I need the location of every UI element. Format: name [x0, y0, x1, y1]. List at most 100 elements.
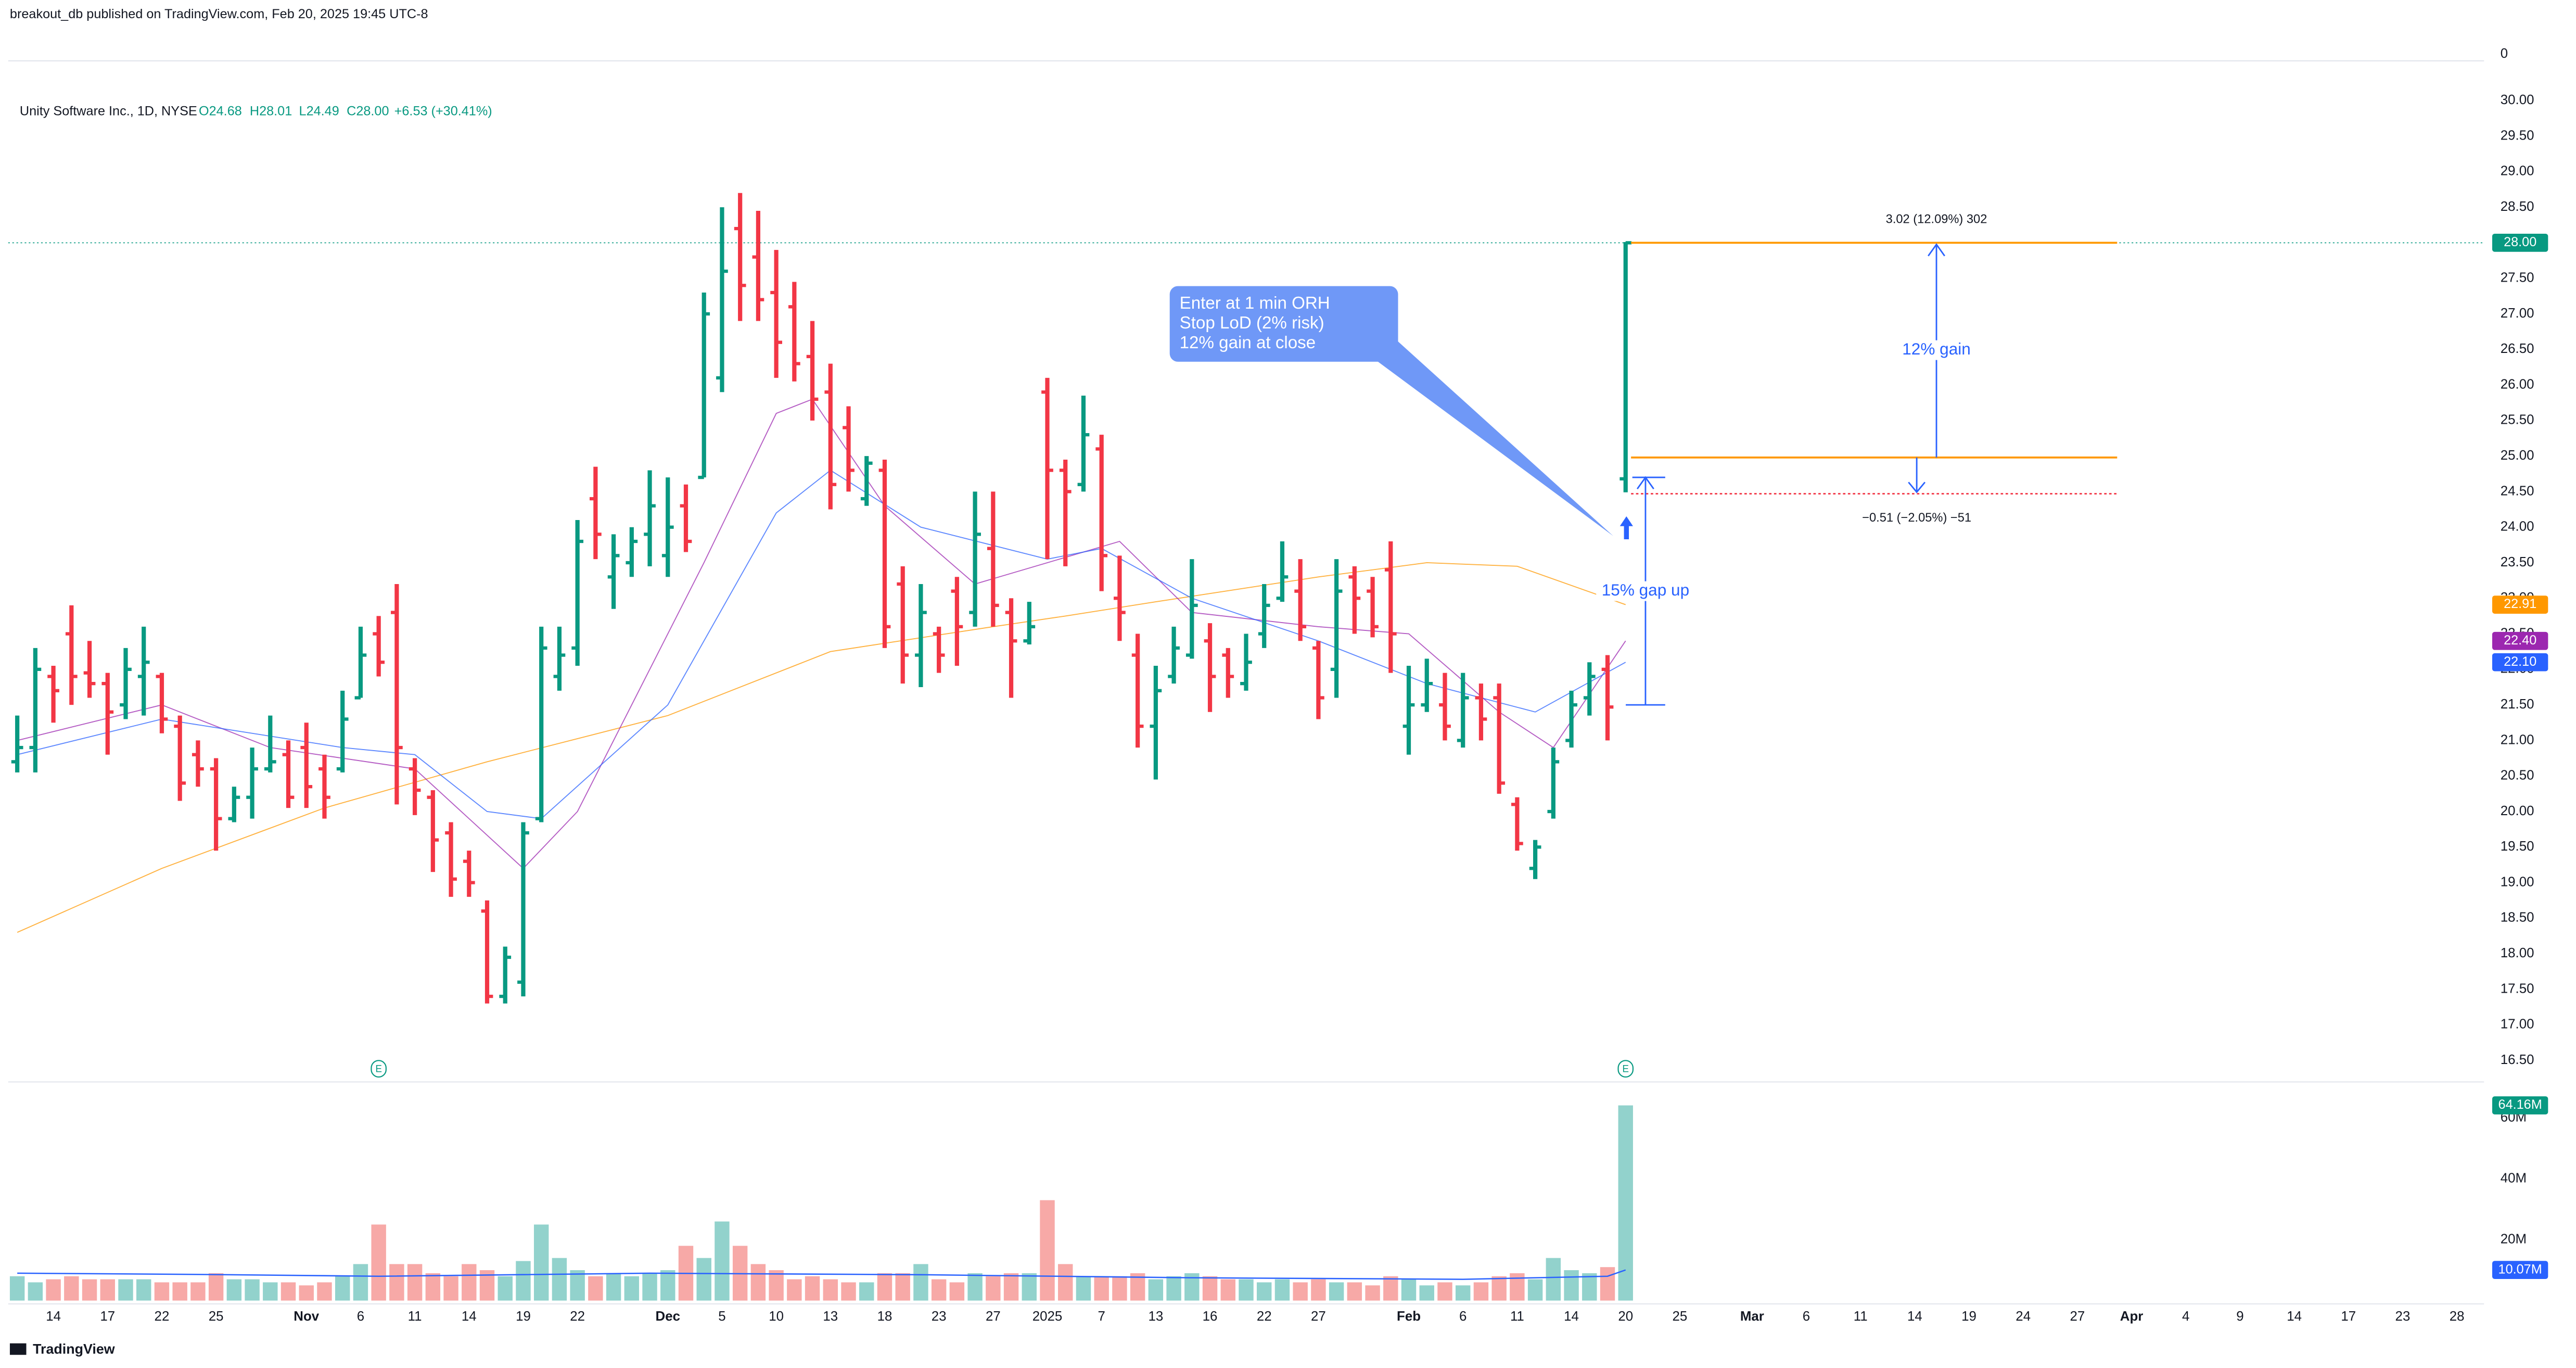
- ohlc-bar: [1131, 634, 1144, 748]
- x-tick-label: 6: [1459, 1309, 1466, 1324]
- ma-value-label: 22.91: [2504, 597, 2536, 611]
- ohlc-bar: [192, 740, 204, 787]
- top-pane-label: 0: [2501, 46, 2508, 61]
- volume-bar: [1112, 1276, 1127, 1301]
- volume-bar: [389, 1264, 404, 1301]
- y-tick-label: 19.00: [2501, 875, 2534, 889]
- volume-bar: [931, 1279, 947, 1301]
- volume-tick-label: 20M: [2501, 1232, 2527, 1246]
- volume-bar: [1311, 1279, 1326, 1301]
- volume-bar: [769, 1270, 784, 1301]
- ohlc-bar: [878, 459, 891, 648]
- gap-label-bg: [1596, 581, 1695, 601]
- ohlc-bar: [1493, 683, 1506, 794]
- ohlc-bar: [1059, 459, 1072, 566]
- ohlc-bar: [897, 566, 909, 684]
- volume-value-label: 64.16M: [2498, 1097, 2542, 1112]
- ohlc-bar: [210, 758, 222, 851]
- ohlc-bar: [824, 363, 837, 510]
- x-tick-label: 13: [1148, 1309, 1163, 1324]
- ohlc-bar: [1457, 673, 1469, 748]
- volume-bar: [1600, 1267, 1615, 1301]
- footer-logo: TradingView: [9, 1341, 115, 1357]
- ohlc-bar: [318, 754, 330, 819]
- earnings-label: E: [375, 1064, 382, 1075]
- x-tick-label: 14: [46, 1309, 61, 1324]
- x-tick-label: 25: [1673, 1309, 1688, 1324]
- ohlc-bar: [661, 477, 674, 577]
- volume-bar: [1094, 1276, 1109, 1301]
- volume-bar: [245, 1279, 260, 1301]
- gain-label-bg: [1895, 340, 1978, 360]
- x-tick-label: 22: [155, 1309, 170, 1324]
- x-tick-label: 4: [2182, 1309, 2189, 1324]
- volume-bar: [9, 1276, 25, 1301]
- x-tick-label: 27: [2070, 1309, 2085, 1324]
- volume-bar: [895, 1273, 910, 1301]
- ohlc-bar: [933, 626, 945, 673]
- ohlc-bar: [137, 626, 150, 716]
- volume-bar: [154, 1282, 170, 1301]
- ohlc-bar: [373, 616, 385, 677]
- ohlc-bar: [1367, 577, 1379, 638]
- y-tick-label: 16.50: [2501, 1053, 2534, 1067]
- x-tick-label: 16: [1203, 1309, 1218, 1324]
- callout-text: 12% gain at close: [1180, 333, 1316, 352]
- volume-bar: [1401, 1279, 1417, 1301]
- volume-bar: [1274, 1279, 1290, 1301]
- volume-bar: [967, 1273, 983, 1301]
- ohlc-bar: [409, 758, 421, 815]
- x-tick-label: 7: [1098, 1309, 1105, 1324]
- legend-symbol: Unity Software Inc., 1D, NYSE: [20, 104, 197, 118]
- x-tick-label: Apr: [2120, 1309, 2144, 1324]
- volume-bar: [172, 1282, 187, 1301]
- y-tick-label: 18.50: [2501, 910, 2534, 925]
- ma-value-label-bg: [2492, 596, 2548, 614]
- x-tick-label: 18: [877, 1309, 892, 1324]
- volume-bar: [1003, 1273, 1019, 1301]
- volume-bar: [82, 1279, 97, 1301]
- volume-bar: [642, 1273, 657, 1301]
- volume-bar: [1491, 1276, 1507, 1301]
- x-tick-label: 2025: [1032, 1309, 1063, 1324]
- volume-bar: [353, 1264, 368, 1301]
- x-tick-label: 22: [1257, 1309, 1272, 1324]
- volume-bar: [118, 1279, 133, 1301]
- ohlc-bar: [427, 790, 439, 872]
- volume-bar: [1022, 1273, 1037, 1301]
- x-tick-label: Mar: [1740, 1309, 1764, 1324]
- publish-note: breakout_db published on TradingView.com…: [10, 7, 428, 21]
- x-tick-label: 17: [100, 1309, 115, 1324]
- y-tick-label: 24.50: [2501, 484, 2534, 498]
- x-tick-label: 27: [1311, 1309, 1326, 1324]
- ohlc-bar: [47, 666, 59, 723]
- ohlc-bar: [29, 648, 42, 772]
- volume-ma-line: [17, 1269, 1626, 1280]
- x-tick-label: 20: [1618, 1309, 1633, 1324]
- x-tick-label: 10: [769, 1309, 784, 1324]
- volume-bar: [913, 1264, 928, 1301]
- ohlc-bar: [1005, 598, 1017, 698]
- ohlc-bar: [680, 484, 692, 552]
- volume-value-label-bg: [2492, 1096, 2548, 1114]
- y-tick-label: 23.50: [2501, 555, 2534, 569]
- ohlc-bar: [1529, 840, 1541, 879]
- callout-text: Enter at 1 min ORH: [1180, 294, 1330, 313]
- ohlc-bar: [264, 715, 276, 772]
- ma-value-label: 22.40: [2504, 633, 2536, 648]
- ohlc-bar: [1150, 666, 1162, 780]
- volume-bar: [1365, 1285, 1380, 1301]
- ohlc-bar: [951, 577, 963, 666]
- x-tick-label: 27: [986, 1309, 1001, 1324]
- volume-bar: [624, 1276, 640, 1301]
- y-tick-label: 26.50: [2501, 341, 2534, 356]
- volume-bar: [1473, 1282, 1489, 1301]
- volume-bar: [28, 1282, 43, 1301]
- x-tick-label: 6: [357, 1309, 364, 1324]
- callout-text: Stop LoD (2% risk): [1180, 313, 1324, 333]
- volume-bar: [986, 1276, 1001, 1301]
- ohlc-bar: [499, 946, 512, 1004]
- ohlc-bar: [788, 282, 800, 382]
- last-price-label: 28.00: [2504, 235, 2536, 249]
